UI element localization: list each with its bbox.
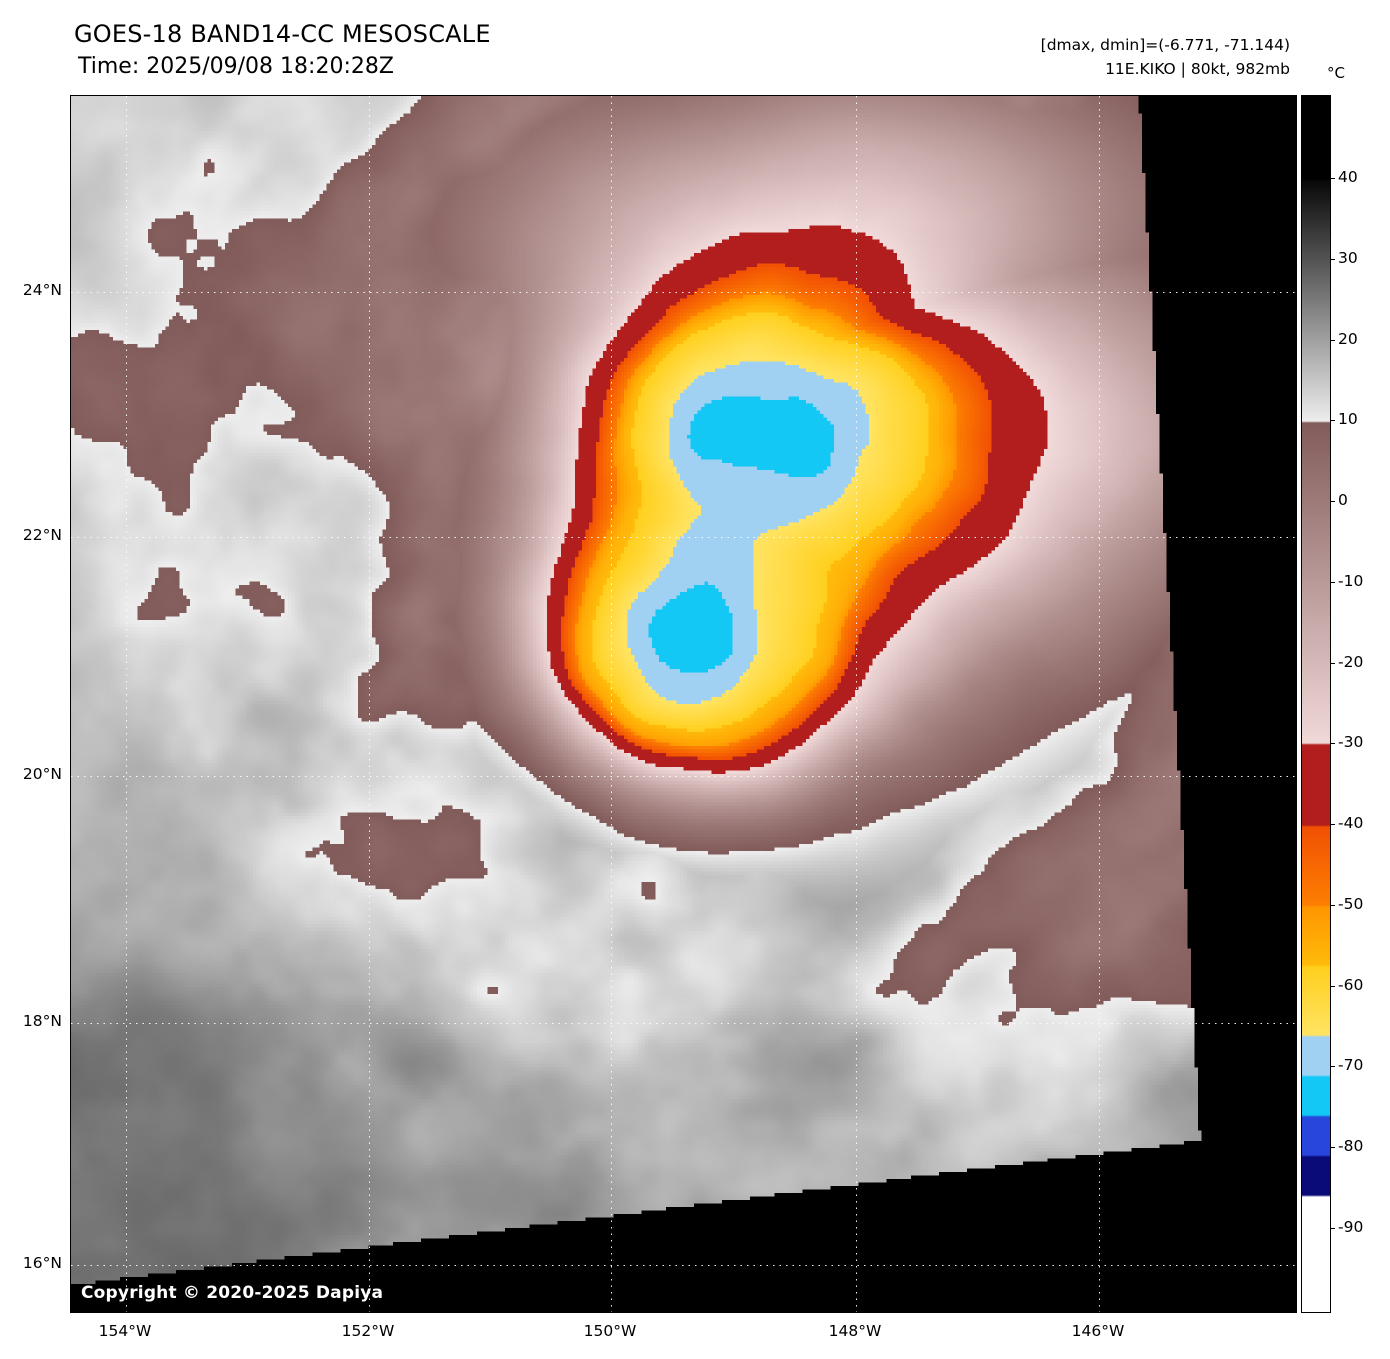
colorbar-tickmark-10 [1330,420,1335,421]
colorbar-tickmark-neg10 [1330,582,1335,583]
colorbar-tickmark-neg90 [1330,1228,1335,1229]
satellite-map: Copyright © 2020-2025 Dapiya [70,95,1297,1313]
colorbar-tickmark-neg70 [1330,1066,1335,1067]
colorbar-tickmark-neg20 [1330,663,1335,664]
colorbar-tick-neg50: -50 [1338,895,1364,913]
gridline-lat-22n [71,537,1296,538]
gridline-lat-18n [71,1023,1296,1024]
lat-label-24n: 24°N [22,281,62,299]
gridline-lat-24n [71,292,1296,293]
lon-label-152w: 152°W [341,1322,395,1340]
page-title: GOES-18 BAND14-CC MESOSCALE [74,20,491,48]
colorbar-tickmark-0 [1330,501,1335,502]
colorbar-tick-10: 10 [1338,410,1358,428]
lat-label-22n: 22°N [22,526,62,544]
gridline-lat-16n [71,1265,1296,1266]
gridline-lon-152w [369,96,370,1312]
gridline-lon-148w [856,96,857,1312]
satellite-image-canvas [71,96,1296,1312]
lon-label-150w: 150°W [583,1322,637,1340]
lat-label-18n: 18°N [22,1012,62,1030]
timestamp: Time: 2025/09/08 18:20:28Z [78,54,394,79]
lat-label-20n: 20°N [22,765,62,783]
colorbar-tickmark-neg80 [1330,1147,1335,1148]
colorbar-tick-40: 40 [1338,168,1358,186]
colorbar-tick-neg40: -40 [1338,814,1364,832]
colorbar-tickmark-neg30 [1330,743,1335,744]
colorbar-tick-neg20: -20 [1338,653,1364,671]
lon-label-146w: 146°W [1071,1322,1125,1340]
dmax-dmin-readout: [dmax, dmin]=(-6.771, -71.144) [1040,36,1290,54]
colorbar-tick-neg80: -80 [1338,1137,1364,1155]
colorbar-tick-20: 20 [1338,330,1358,348]
gridline-lon-154w [126,96,127,1312]
colorbar-tickmark-20 [1330,340,1335,341]
colorbar-tickmark-neg60 [1330,986,1335,987]
lon-label-154w: 154°W [98,1322,152,1340]
colorbar-tick-neg70: -70 [1338,1056,1364,1074]
lon-label-148w: 148°W [828,1322,882,1340]
colorbar-tick-30: 30 [1338,249,1358,267]
colorbar-gradient [1302,96,1330,1312]
colorbar-tickmark-40 [1330,178,1335,179]
gridline-lon-146w [1099,96,1100,1312]
colorbar [1301,95,1331,1313]
colorbar-tickmark-30 [1330,259,1335,260]
colorbar-tickmark-neg40 [1330,824,1335,825]
lat-label-16n: 16°N [22,1254,62,1272]
colorbar-tick-neg90: -90 [1338,1218,1364,1236]
colorbar-tick-neg10: -10 [1338,572,1364,590]
header-meta: [dmax, dmin]=(-6.771, -71.144) 11E.KIKO … [1041,33,1290,81]
gridline-lon-150w [611,96,612,1312]
colorbar-tick-0: 0 [1338,491,1348,509]
colorbar-unit: °C [1327,64,1345,82]
copyright: Copyright © 2020-2025 Dapiya [81,1283,384,1303]
colorbar-tick-neg30: -30 [1338,733,1364,751]
colorbar-tickmark-neg50 [1330,905,1335,906]
colorbar-tick-neg60: -60 [1338,976,1364,994]
storm-info: 11E.KIKO | 80kt, 982mb [1105,60,1290,78]
gridline-lat-20n [71,776,1296,777]
